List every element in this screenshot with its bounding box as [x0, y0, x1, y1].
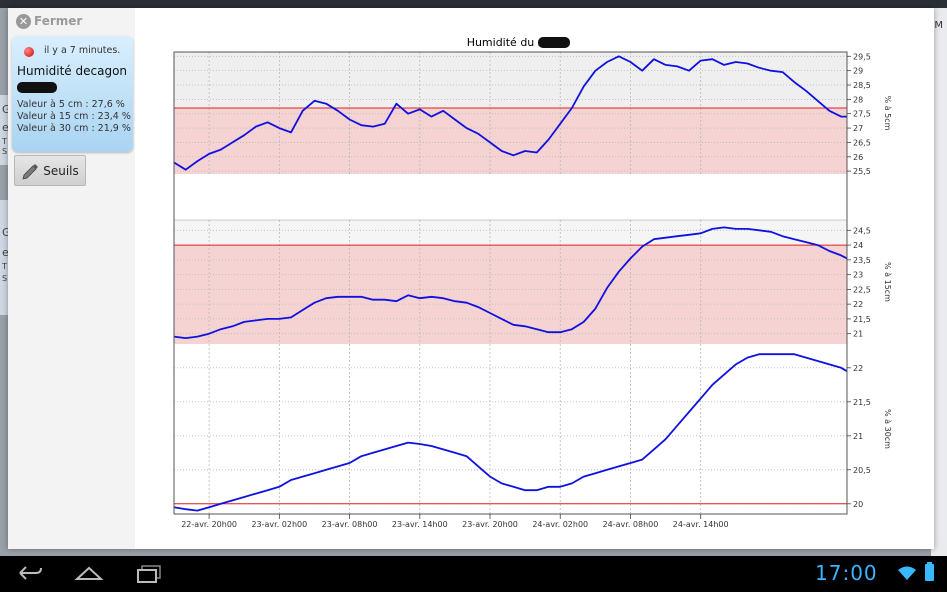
- sensor-info-card: il y a 7 minutes. Humidité decagon Valeu…: [12, 36, 133, 152]
- humidity-chart: Humidité du sol 25,5 26 26,5 27 27,5 28 28,5 29 2…: [173, 36, 892, 529]
- background-right-panel: M: [931, 8, 947, 556]
- close-label: Fermer: [34, 14, 83, 28]
- wifi-icon: [898, 566, 916, 580]
- y-axis-label: % à 30cm: [883, 409, 892, 449]
- y-tick-label: 28,5: [853, 81, 871, 90]
- sensor-name: Humidité decagon: [17, 64, 128, 78]
- last-update-text: il y a 7 minutes.: [44, 45, 121, 56]
- y-tick-label: 26,5: [853, 138, 871, 147]
- home-icon[interactable]: [74, 562, 104, 584]
- y-tick-label: 21,5: [853, 398, 871, 407]
- y-tick-label: 22: [853, 300, 863, 309]
- y-axis-label: % à 15cm: [883, 262, 892, 302]
- background-right-label: M: [934, 20, 943, 31]
- battery-icon: [925, 562, 934, 581]
- y-tick-label: 21: [853, 330, 863, 339]
- sensor-values: Valeur à 5 cm : 27,6 % Valeur à 15 cm : …: [17, 99, 131, 135]
- value-30cm: Valeur à 30 cm : 21,9 %: [17, 123, 131, 134]
- background-text: e: [2, 121, 9, 134]
- value-15cm: Valeur à 15 cm : 23,4 %: [17, 111, 131, 122]
- y-tick-label: 22,5: [853, 285, 871, 294]
- recent-apps-icon[interactable]: [135, 562, 163, 584]
- redacted-location: [17, 82, 57, 93]
- x-tick-label: 22-avr. 20h00: [181, 520, 237, 529]
- thresholds-button[interactable]: Seuils: [14, 155, 86, 186]
- threshold-band: [174, 245, 847, 344]
- x-tick-label: 23-avr. 20h00: [462, 520, 518, 529]
- clock: 17:00: [815, 561, 878, 585]
- threshold-band: [174, 107, 847, 174]
- x-tick-label: 24-avr. 08h00: [603, 520, 659, 529]
- x-tick-label: 23-avr. 08h00: [322, 520, 378, 529]
- series-line: [173, 55, 847, 171]
- background-text: e: [2, 246, 9, 259]
- y-tick-label: 20: [853, 500, 863, 509]
- background-text: G: [2, 226, 11, 239]
- y-tick-label: 25,5: [853, 167, 871, 176]
- y-tick-label: 26: [853, 153, 863, 162]
- redacted-title-part: [538, 37, 570, 48]
- close-icon: ✕: [16, 13, 31, 29]
- x-tick-label: 23-avr. 02h00: [251, 520, 307, 529]
- y-tick-label: 22: [853, 364, 863, 373]
- value-5cm: Valeur à 5 cm : 27,6 %: [17, 99, 125, 110]
- y-tick-label: 20,5: [853, 466, 871, 475]
- y-tick-label: 27,5: [853, 110, 871, 119]
- background-text: S: [2, 147, 8, 156]
- left-panel: ✕ Fermer il y a 7 minutes. Humidité deca…: [8, 8, 135, 549]
- y-tick-label: 29: [853, 67, 863, 76]
- thresholds-label: Seuils: [43, 163, 79, 178]
- x-tick-label: 23-avr. 14h00: [392, 520, 448, 529]
- y-tick-label: 28: [853, 95, 863, 104]
- back-icon[interactable]: [16, 562, 44, 584]
- series-line: [173, 226, 848, 340]
- y-tick-label: 21: [853, 432, 863, 441]
- y-tick-label: 23: [853, 271, 863, 280]
- background-text: S: [2, 274, 8, 283]
- y-tick-label: 23,5: [853, 256, 871, 265]
- chart-dialog: ✕ Fermer il y a 7 minutes. Humidité deca…: [8, 8, 934, 549]
- y-tick-label: 29,5: [853, 52, 871, 61]
- y-tick-label: 27: [853, 124, 863, 133]
- y-tick-label: 21,5: [853, 315, 871, 324]
- status-indicator-icon: [24, 47, 34, 57]
- series-line: [173, 353, 848, 512]
- pencil-icon: [22, 163, 39, 180]
- x-tick-label: 24-avr. 14h00: [673, 520, 729, 529]
- y-tick-label: 24,5: [853, 226, 871, 235]
- y-axis-label: % à 5cm: [883, 96, 892, 131]
- background-top-strip: [0, 0, 947, 8]
- y-tick-label: 24: [853, 241, 863, 250]
- background-text: T: [2, 262, 7, 271]
- chart-title: Humidité du sol: [467, 36, 554, 49]
- close-button[interactable]: ✕ Fermer: [16, 12, 82, 30]
- x-tick-label: 24-avr. 02h00: [532, 520, 588, 529]
- system-navigation-bar: 17:00: [0, 556, 947, 592]
- background-text: T: [2, 137, 7, 146]
- plot-frame: [173, 51, 848, 515]
- background-text: G: [2, 103, 11, 116]
